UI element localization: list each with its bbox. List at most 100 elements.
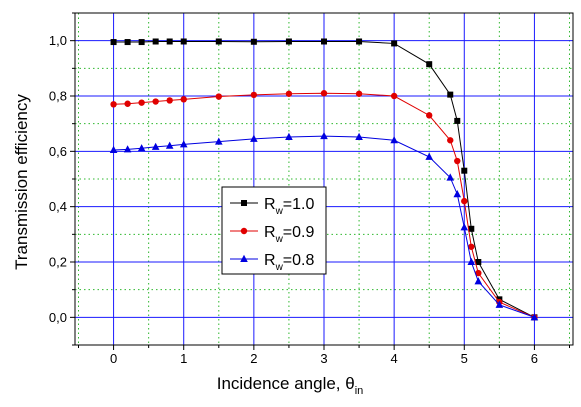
data-point xyxy=(453,190,462,198)
data-point xyxy=(356,38,363,45)
x-axis-label: Incidence angle, θin xyxy=(217,374,364,397)
data-point xyxy=(321,38,327,45)
x-tick-label: 6 xyxy=(531,351,538,366)
y-tick-label: 0,4 xyxy=(49,199,67,214)
data-point xyxy=(355,132,363,140)
legend-entry-1: Rw=1.0 xyxy=(230,196,314,217)
data-point xyxy=(123,145,132,153)
data-point xyxy=(165,141,174,149)
data-point xyxy=(138,99,145,106)
data-point xyxy=(320,131,328,140)
data-point xyxy=(467,257,476,265)
data-point xyxy=(110,101,117,108)
data-point xyxy=(180,38,187,45)
axis-ticks xyxy=(70,12,570,350)
data-point xyxy=(110,39,117,46)
legend-label: Rw=0.8 xyxy=(264,252,314,273)
data-point xyxy=(460,223,469,231)
data-point xyxy=(152,98,159,105)
data-point xyxy=(468,243,475,250)
legend-label-subscript: w xyxy=(275,206,284,217)
data-point xyxy=(109,145,118,153)
data-point xyxy=(285,38,292,45)
legend-label-value: =0.9 xyxy=(283,224,315,241)
legend-label-name: R xyxy=(264,196,276,213)
data-point xyxy=(447,137,454,144)
series-layer xyxy=(109,38,539,321)
data-point xyxy=(425,152,434,160)
legend-label-value: =0.8 xyxy=(283,252,315,269)
legend-label-name: R xyxy=(264,224,276,241)
data-point xyxy=(530,313,539,321)
data-point xyxy=(390,136,398,144)
data-point xyxy=(461,197,468,205)
series-3 xyxy=(109,131,539,321)
data-point xyxy=(446,173,455,181)
data-point xyxy=(495,300,504,308)
data-point xyxy=(250,91,258,99)
x-axis-label-main: Incidence angle, θ xyxy=(217,374,355,393)
series-line xyxy=(113,135,535,318)
data-point xyxy=(475,259,482,265)
major-grid xyxy=(75,13,573,345)
x-tick-label: 2 xyxy=(250,351,257,366)
data-point xyxy=(475,269,482,277)
legend-label-name: R xyxy=(264,252,276,269)
y-tick-label: 0,8 xyxy=(49,89,67,104)
x-tick-label: 3 xyxy=(320,351,327,366)
data-point xyxy=(285,132,293,140)
data-point xyxy=(124,100,131,107)
data-point xyxy=(285,90,293,97)
x-axis-label-subscript: in xyxy=(355,385,364,397)
data-point xyxy=(166,97,173,104)
data-point xyxy=(151,142,160,150)
legend-label: Rw=0.9 xyxy=(264,224,314,245)
legend-entry-3: Rw=0.8 xyxy=(230,252,314,273)
data-point xyxy=(250,38,257,45)
data-point xyxy=(474,277,483,285)
legend-swatch-marker xyxy=(240,227,248,235)
legend: Rw=1.0Rw=0.9Rw=0.8 xyxy=(221,186,327,275)
y-tick-label: 0,6 xyxy=(49,144,67,159)
data-point xyxy=(391,40,398,47)
data-point xyxy=(138,39,145,46)
x-tick-label: 4 xyxy=(391,351,398,366)
data-point xyxy=(137,144,146,152)
y-tick-labels: 0,0 0,2 0,4 0,6 0,8 1,0 xyxy=(49,33,67,325)
data-point xyxy=(320,90,328,97)
x-tick-label: 5 xyxy=(461,351,468,366)
y-tick-label: 0,0 xyxy=(49,310,67,325)
y-tick-label: 0,2 xyxy=(49,255,67,270)
data-point xyxy=(215,93,222,100)
legend-entry-2: Rw=0.9 xyxy=(230,224,314,245)
data-point xyxy=(390,92,398,100)
data-point xyxy=(454,157,461,165)
data-point xyxy=(250,134,258,142)
data-point xyxy=(179,140,188,148)
data-point xyxy=(166,38,173,45)
data-point xyxy=(461,167,468,174)
data-point xyxy=(447,91,454,98)
legend-label: Rw=1.0 xyxy=(264,196,314,217)
y-tick-label: 1,0 xyxy=(49,33,67,48)
data-point xyxy=(355,90,363,97)
data-point xyxy=(180,96,187,103)
data-point xyxy=(215,38,222,45)
data-point xyxy=(468,225,475,232)
data-point xyxy=(426,112,433,119)
legend-swatch-marker xyxy=(240,254,248,262)
legend-label-value: =1.0 xyxy=(283,196,315,213)
x-tick-label: 0 xyxy=(110,351,117,366)
x-tick-label: 1 xyxy=(180,351,187,366)
data-point xyxy=(214,137,223,145)
series-2 xyxy=(110,90,538,321)
legend-label-subscript: w xyxy=(275,234,284,245)
legend-swatch-marker xyxy=(241,200,247,206)
x-tick-labels: 0 1 2 3 4 5 6 xyxy=(110,351,538,366)
legend-label-subscript: w xyxy=(275,262,284,273)
data-point xyxy=(426,61,433,68)
data-point xyxy=(454,117,461,124)
data-point xyxy=(152,38,159,45)
data-point xyxy=(124,39,131,46)
